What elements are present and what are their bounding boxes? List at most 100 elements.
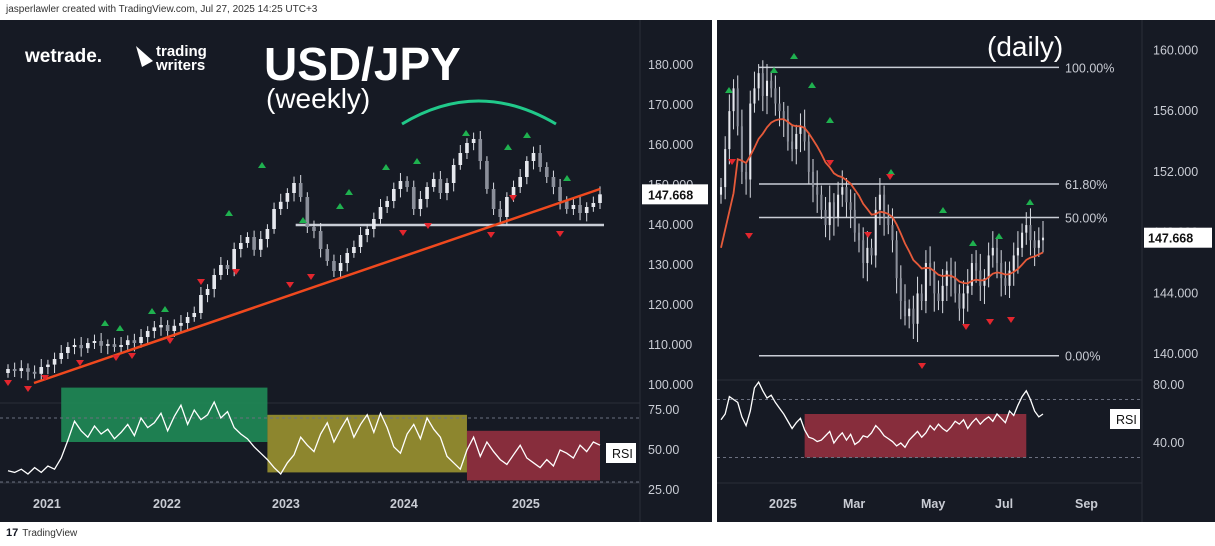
daily-candle-body bbox=[945, 270, 948, 286]
svg-text:writers: writers bbox=[155, 57, 205, 74]
daily-candle-body bbox=[916, 293, 919, 324]
daily-candle-body bbox=[749, 103, 752, 180]
weekly-candle-body bbox=[112, 344, 117, 347]
daily-candle-body bbox=[924, 263, 927, 302]
swing-high-marker bbox=[563, 175, 571, 181]
daily-candle-body bbox=[853, 209, 856, 233]
daily-candle-body bbox=[795, 133, 798, 150]
weekly-candle-body bbox=[591, 203, 596, 207]
weekly-candle-body bbox=[431, 179, 436, 187]
daily-candle-body bbox=[820, 194, 823, 210]
weekly-candle-body bbox=[518, 177, 522, 187]
daily-candle-body bbox=[778, 103, 781, 112]
daily-chart-title: (daily) bbox=[987, 31, 1063, 62]
daily-candle-body bbox=[962, 293, 965, 309]
price-tick-label: 160.000 bbox=[1153, 43, 1198, 57]
chart-subtitle: (weekly) bbox=[266, 83, 370, 114]
swing-high-marker bbox=[808, 82, 816, 88]
weekly-candle-body bbox=[451, 165, 456, 183]
weekly-candle-body bbox=[252, 237, 256, 250]
weekly-candle-body bbox=[398, 181, 403, 189]
swing-high-marker bbox=[770, 67, 778, 73]
daily-candle-body bbox=[949, 270, 953, 279]
time-tick-label: 2021 bbox=[33, 497, 61, 511]
weekly-chart-panel[interactable]: 180.000170.000160.000150.000140.000130.0… bbox=[0, 20, 712, 522]
daily-chart-panel[interactable]: 160.000156.000152.000148.000144.000140.0… bbox=[717, 20, 1215, 522]
weekly-candle-body bbox=[425, 187, 429, 199]
moving-average-line bbox=[720, 118, 1044, 285]
chart-credit: jasperlawler created with TradingView.co… bbox=[6, 4, 318, 15]
swing-low-marker bbox=[1007, 317, 1015, 323]
swing-low-marker bbox=[399, 230, 407, 236]
daily-candle-body bbox=[954, 278, 957, 294]
price-tick-label: 152.000 bbox=[1153, 165, 1198, 179]
time-tick-label: Mar bbox=[843, 497, 865, 511]
rsi-tick-label: 40.00 bbox=[1153, 436, 1184, 450]
daily-candle-body bbox=[803, 126, 806, 142]
daily-candle-body bbox=[891, 225, 894, 241]
daily-candle-body bbox=[849, 202, 852, 210]
swing-low-marker bbox=[745, 233, 753, 239]
rsi-tick-label: 25.00 bbox=[648, 483, 679, 497]
weekly-candle-body bbox=[352, 247, 356, 253]
rounding-top-arc bbox=[401, 99, 557, 126]
weekly-candle-body bbox=[265, 229, 270, 239]
weekly-candle-body bbox=[86, 343, 90, 349]
swing-low-marker bbox=[864, 232, 872, 238]
weekly-candle-body bbox=[66, 347, 70, 353]
weekly-candle-body bbox=[465, 143, 469, 153]
swing-low-marker bbox=[487, 232, 495, 238]
swing-high-marker bbox=[116, 325, 124, 331]
swing-high-marker bbox=[101, 320, 109, 326]
swing-low-marker bbox=[24, 386, 32, 392]
swing-low-marker bbox=[986, 319, 994, 325]
rsi-label-box bbox=[606, 443, 636, 463]
swing-low-marker bbox=[307, 274, 315, 280]
weekly-candle-body bbox=[132, 340, 137, 343]
swing-high-marker bbox=[523, 132, 531, 138]
daily-candle-body bbox=[874, 209, 877, 256]
weekly-candle-body bbox=[272, 209, 276, 229]
daily-candle-body bbox=[845, 187, 848, 203]
swing-high-marker bbox=[887, 169, 895, 175]
time-tick-label: 2022 bbox=[153, 497, 181, 511]
weekly-candle-body bbox=[192, 313, 197, 317]
weekly-candle-body bbox=[258, 239, 263, 250]
weekly-candle-body bbox=[139, 337, 143, 343]
daily-candle-body bbox=[740, 126, 743, 172]
daily-candle-body bbox=[1008, 270, 1011, 286]
swing-high-marker bbox=[462, 130, 470, 136]
weekly-candle-body bbox=[478, 139, 483, 161]
daily-candle-body bbox=[841, 187, 844, 195]
weekly-candle-body bbox=[578, 205, 582, 213]
daily-candle-body bbox=[929, 263, 932, 271]
weekly-candle-body bbox=[365, 229, 369, 235]
daily-chart-svg[interactable]: 160.000156.000152.000148.000144.000140.0… bbox=[717, 20, 1215, 522]
weekly-candle-body bbox=[199, 295, 203, 313]
weekly-candle-body bbox=[385, 201, 389, 207]
daily-candle-body bbox=[903, 301, 907, 317]
daily-candle-body bbox=[757, 73, 760, 89]
swing-high-marker bbox=[299, 217, 307, 223]
daily-candle-body bbox=[937, 293, 940, 302]
daily-candle-body bbox=[774, 88, 777, 104]
swing-high-marker bbox=[161, 306, 169, 312]
trading-writers-logo: trading writers bbox=[136, 43, 207, 74]
weekly-candle-body bbox=[505, 197, 509, 217]
weekly-candle-body bbox=[292, 183, 296, 193]
daily-candle-body bbox=[816, 187, 819, 195]
last-price-tag bbox=[642, 184, 708, 205]
weekly-chart-svg[interactable]: 180.000170.000160.000150.000140.000130.0… bbox=[0, 20, 712, 522]
price-tick-label: 140.000 bbox=[1153, 347, 1198, 361]
tradingview-footer: 17 TradingView bbox=[6, 527, 77, 539]
time-tick-label: Sep bbox=[1075, 497, 1098, 511]
rsi-tick-label: 50.00 bbox=[648, 443, 679, 457]
weekly-candle-body bbox=[491, 189, 496, 209]
rsi-tick-label: 75.00 bbox=[648, 403, 679, 417]
swing-low-marker bbox=[556, 231, 564, 237]
weekly-candle-body bbox=[72, 345, 77, 347]
weekly-candle-body bbox=[318, 231, 323, 249]
swing-low-marker bbox=[197, 279, 205, 285]
weekly-candle-body bbox=[564, 201, 569, 209]
daily-candle-body bbox=[899, 278, 902, 302]
